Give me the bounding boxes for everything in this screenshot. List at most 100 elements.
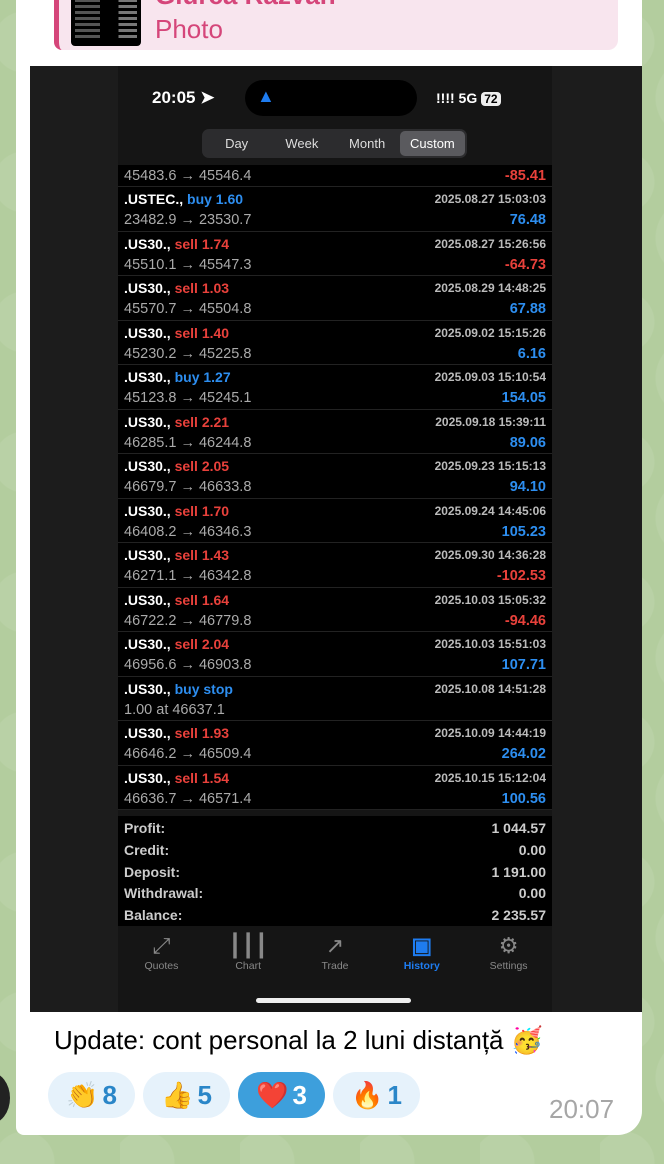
trade-volume: 1.27	[203, 369, 231, 385]
reaction-button[interactable]: 🔥 1	[333, 1072, 420, 1118]
trade-datetime: 2025.09.18 15:39:11	[435, 414, 546, 429]
trade-volume: 1.40	[201, 324, 230, 341]
trade-prices: 1.00 at 46637.1	[124, 701, 225, 718]
trade-profit: 67.88	[509, 301, 546, 317]
trade-profit: 154.05	[501, 390, 546, 406]
trade-row[interactable]: .US30., buy 1.27 2025.09.03 15:10:54 45123…	[118, 365, 552, 410]
quotes-arrows-icon: ⤢	[152, 933, 171, 958]
trade-symbol: .US30.,	[124, 591, 171, 608]
trade-symbol: .USTEC.,	[124, 191, 184, 207]
trade-symbol: .US30.,	[124, 458, 171, 474]
period-segmented-control[interactable]: Day Week Month Custom	[202, 129, 467, 158]
trade-profit: 100.56	[501, 790, 546, 807]
trade-row[interactable]: .US30., sell 1.93 2025.10.09 14:44:19 4664…	[118, 721, 552, 766]
trade-prices: 45483.6 → 45546.4	[124, 168, 252, 184]
reactions: 👏 8 👍 5 ❤️ 3 🔥 1	[48, 1072, 420, 1118]
tab-day[interactable]: Day	[225, 136, 249, 151]
summary-label: Credit:	[124, 841, 170, 858]
trade-row[interactable]: .US30., sell 1.43 2025.09.30 14:36:28 4627…	[118, 543, 552, 588]
trade-row[interactable]: .US30., sell 1.40 2025.09.02 15:15:26 4523…	[118, 321, 552, 365]
trade-prices: 45570.7 → 45504.8	[124, 301, 252, 317]
trade-row[interactable]: 45483.6 → 45546.4 -85.41	[118, 165, 552, 187]
trade-prices: 46956.6 → 46903.8	[124, 657, 252, 673]
trade-side: sell	[174, 458, 198, 474]
trade-row[interactable]: .USTEC., buy 1.60 2025.08.27 15:03:03 2348…	[118, 187, 552, 232]
history-list: 45483.6 → 45546.4 -85.41 .USTEC., buy 1.60…	[118, 165, 552, 810]
reaction-button[interactable]: 👍 5	[143, 1072, 230, 1118]
trade-profit: 6.16	[517, 345, 546, 362]
trade-datetime: 2025.09.24 14:45:06	[434, 503, 546, 518]
trade-profit: 105.23	[501, 523, 546, 540]
tab-custom[interactable]: Custom	[399, 131, 465, 156]
sender-avatar[interactable]	[0, 1072, 10, 1124]
photo-attachment[interactable]: 20:05 ➤ ▲ !!!! 5G 72 Day Week Month Custom 4…	[30, 66, 642, 1012]
trade-side: buy	[174, 369, 200, 385]
trade-row[interactable]: .US30., sell 2.21 2025.09.18 15:39:11 4628…	[118, 410, 552, 454]
tab-month[interactable]: Month	[349, 136, 386, 151]
trade-row[interactable]: .US30., sell 2.04 2025.10.03 15:51:03 4695…	[118, 632, 552, 677]
summary-row: Profit: 1 044.57	[124, 818, 546, 840]
summary-value: 0.00	[518, 885, 546, 902]
dynamic-island: ▲	[245, 80, 417, 116]
trade-trend-icon: ↗	[325, 933, 345, 958]
gear-icon: ⚙	[498, 933, 519, 958]
reaction-button[interactable]: ❤️ 3	[238, 1072, 325, 1118]
trade-profit: 76.48	[509, 212, 546, 228]
trade-side: sell	[174, 725, 198, 741]
trade-datetime: 2025.09.30 14:36:28	[434, 548, 546, 562]
trade-prices: 46679.7 → 46633.8	[124, 479, 252, 495]
message-caption: Update: cont personal la 2 luni distanță…	[54, 1025, 544, 1055]
trade-row[interactable]: .US30., sell 1.03 2025.08.29 14:48:25 4557…	[118, 276, 552, 321]
trade-volume: 1.64	[201, 591, 230, 608]
trade-profit: 89.06	[509, 434, 546, 451]
trade-row[interactable]: .US30., sell 1.64 2025.10.03 15:05:32 4672…	[118, 588, 552, 632]
trade-row[interactable]: .US30., sell 1.54 2025.10.15 15:12:04 4663…	[118, 766, 552, 810]
tab-trade[interactable]: ↗ Trade	[292, 930, 379, 985]
tab-settings[interactable]: ⚙ Settings	[465, 930, 552, 985]
trade-side: buy	[187, 191, 212, 207]
trade-prices: 46408.2 → 46346.3	[124, 523, 252, 540]
summary-label: Balance:	[124, 907, 183, 924]
tab-history[interactable]: ▣ History	[378, 930, 465, 985]
navigation-icon: ▲	[257, 86, 275, 106]
phone-screen: 20:05 ➤ ▲ !!!! 5G 72 Day Week Month Custom 4…	[118, 66, 552, 1012]
trade-datetime: 2025.09.03 15:10:54	[434, 370, 546, 384]
trade-row[interactable]: .US30., sell 1.74 2025.08.27 15:26:56 4551…	[118, 232, 552, 276]
reaction-emoji-icon: 🔥	[351, 1079, 384, 1110]
inbox-tray-icon: ▣	[411, 933, 433, 958]
trade-row[interactable]: .US30., sell 1.70 2025.09.24 14:45:06 4640…	[118, 499, 552, 543]
trade-datetime: 2025.09.02 15:15:26	[434, 325, 546, 340]
trade-datetime: 2025.10.09 14:44:19	[434, 726, 546, 740]
tab-chart[interactable]: ┃┃┃ Chart	[205, 930, 292, 985]
battery-icon: 72	[481, 92, 501, 106]
summary-row: Withdrawal: 0.00	[124, 883, 546, 905]
trade-volume: 2.21	[201, 413, 230, 430]
location-arrow-icon: ➤	[200, 88, 215, 107]
trade-row[interactable]: .US30., buy stop 2025.10.08 14:51:28 1.00 …	[118, 677, 552, 721]
reaction-count: 8	[102, 1079, 117, 1110]
trade-side: sell	[174, 636, 198, 652]
reaction-count: 5	[197, 1079, 212, 1110]
trade-prices: 46722.2 → 46779.8	[124, 612, 252, 629]
trade-symbol: .US30.,	[124, 280, 171, 296]
reply-thumbnail	[71, 0, 141, 46]
trade-datetime: 2025.08.27 15:03:03	[434, 192, 546, 206]
trade-datetime: 2025.08.27 15:26:56	[434, 236, 546, 251]
reply-preview[interactable]: Giurca Razvan Photo	[54, 0, 618, 50]
tab-week[interactable]: Week	[285, 136, 319, 151]
trade-volume: 1.43	[201, 547, 230, 563]
trade-profit: -64.73	[504, 256, 546, 273]
message-time: 20:07	[549, 1094, 615, 1124]
trade-symbol: .US30.,	[124, 725, 171, 741]
trade-symbol: .US30.,	[124, 324, 171, 341]
trade-volume: 1.60	[215, 191, 244, 207]
trade-side: sell	[174, 547, 198, 563]
signal-icon: !!!!	[436, 90, 455, 106]
tab-label: History	[403, 960, 440, 972]
tab-quotes[interactable]: ⤢ Quotes	[118, 930, 205, 985]
trade-symbol: .US30.,	[124, 636, 171, 652]
reaction-button[interactable]: 👏 8	[48, 1072, 135, 1118]
trade-prices: 46285.1 → 46244.8	[124, 434, 252, 451]
reaction-emoji-icon: 👏	[66, 1079, 99, 1110]
trade-row[interactable]: .US30., sell 2.05 2025.09.23 15:15:13 4667…	[118, 454, 552, 499]
